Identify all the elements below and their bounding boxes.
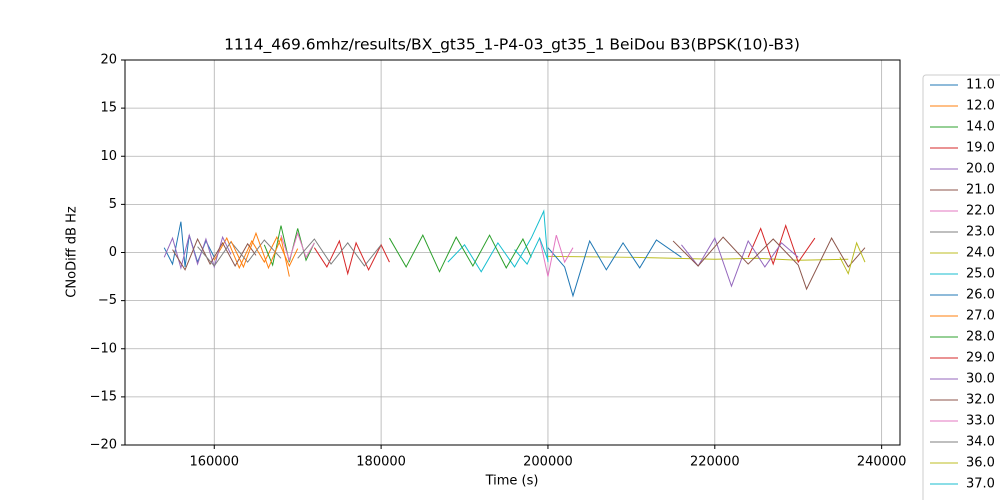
y-tick-label: 15 — [100, 101, 117, 116]
series-line — [672, 236, 866, 291]
series-line — [389, 234, 532, 273]
legend: 11.0 12.0 14.0 19.0 20.0 21.0 22.0 23.0 24.0 25.0… — [930, 78, 995, 492]
axes-frame — [124, 59, 901, 446]
y-tick-label: −10 — [90, 341, 117, 356]
legend-label: 24.0 — [966, 246, 995, 261]
legend-label: 29.0 — [966, 351, 995, 366]
y-tick-label: 20 — [100, 53, 117, 68]
legend-label: 36.0 — [966, 456, 995, 471]
series-line — [547, 255, 849, 261]
series-line — [263, 225, 315, 267]
legend-label: 11.0 — [966, 78, 995, 93]
y-tick-label: 0 — [109, 245, 117, 260]
y-tick-label: −5 — [98, 293, 117, 308]
y-tick-label: 10 — [100, 149, 117, 164]
x-tick-label: 200000 — [523, 455, 573, 470]
legend-label: 33.0 — [966, 414, 995, 429]
legend-label: 21.0 — [966, 183, 995, 198]
series-line — [313, 239, 390, 276]
legend-label: 19.0 — [966, 141, 995, 156]
series-line — [213, 235, 299, 270]
series-line — [539, 235, 574, 277]
series-line — [297, 238, 382, 267]
legend-label: 30.0 — [966, 372, 995, 387]
series-line — [681, 236, 799, 288]
series-line — [747, 223, 816, 266]
legend-label: 27.0 — [966, 309, 995, 324]
legend-label: 34.0 — [966, 435, 995, 450]
y-tick-label: −15 — [90, 389, 117, 404]
series-line — [547, 239, 682, 298]
y-tick-label: −20 — [90, 438, 117, 453]
y-tick-label: 5 — [109, 197, 117, 212]
x-tick-label: 220000 — [690, 455, 740, 470]
series-line — [514, 236, 549, 265]
series-line — [280, 231, 315, 262]
legend-label: 28.0 — [966, 330, 995, 345]
legend-label: 12.0 — [966, 99, 995, 114]
plot-area: 160000 180000 200000 220000 240000 −20 −15 −10 −… — [90, 53, 907, 470]
legend-label: 32.0 — [966, 393, 995, 408]
x-tick-label: 240000 — [857, 455, 907, 470]
legend-label: 22.0 — [966, 204, 995, 219]
series-line — [447, 209, 549, 273]
chart-title: 1114_469.6mhz/results/BX_gt35_1-P4-03_gt… — [224, 36, 800, 55]
legend-label: 37.0 — [966, 477, 995, 492]
x-tick-label: 160000 — [189, 455, 239, 470]
y-axis-label: CNoDiff dB Hz — [65, 206, 80, 298]
legend-label: 26.0 — [966, 288, 995, 303]
x-axis-label: Time (s) — [485, 474, 539, 489]
legend-label: 14.0 — [966, 120, 995, 135]
x-tick-label: 180000 — [356, 455, 406, 470]
legend-label: 20.0 — [966, 162, 995, 177]
legend-label: 25.0 — [966, 267, 995, 282]
legend-label: 23.0 — [966, 225, 995, 240]
series-line — [230, 231, 290, 277]
series-line — [839, 241, 866, 276]
series-line — [197, 239, 282, 267]
series-line — [172, 237, 257, 271]
legend-box — [922, 74, 1000, 500]
